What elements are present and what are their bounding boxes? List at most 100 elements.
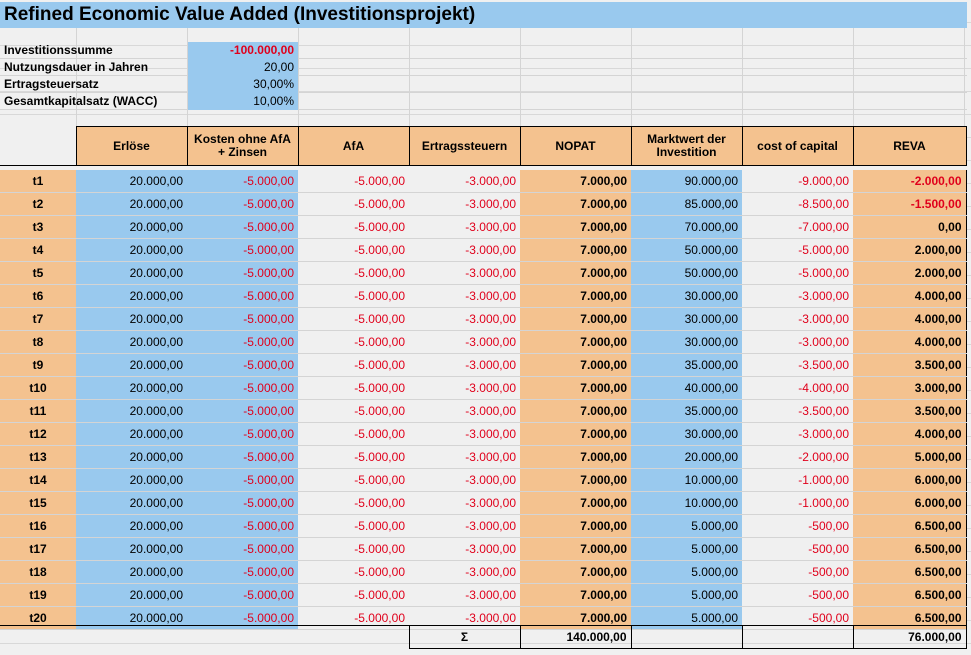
param-value[interactable]: 10,00% — [188, 93, 298, 110]
afa-cell[interactable]: -5.000,00 — [298, 560, 409, 584]
steuern-cell[interactable]: -3.000,00 — [409, 583, 520, 607]
marktwert-cell[interactable]: 5.000,00 — [631, 537, 742, 561]
erloese-cell[interactable]: 20.000,00 — [76, 583, 187, 607]
afa-cell[interactable]: -5.000,00 — [298, 284, 409, 308]
erloese-cell[interactable]: 20.000,00 — [76, 514, 187, 538]
nopat-cell[interactable]: 7.000,00 — [520, 399, 631, 423]
afa-cell[interactable]: -5.000,00 — [298, 238, 409, 262]
kosten-cell[interactable]: -5.000,00 — [187, 583, 298, 607]
steuern-cell[interactable]: -3.000,00 — [409, 215, 520, 239]
param-label[interactable]: Ertragsteuersatz — [4, 77, 99, 91]
marktwert-cell[interactable]: 5.000,00 — [631, 583, 742, 607]
erloese-cell[interactable]: 20.000,00 — [76, 215, 187, 239]
kosten-cell[interactable]: -5.000,00 — [187, 238, 298, 262]
afa-cell[interactable]: -5.000,00 — [298, 468, 409, 492]
steuern-cell[interactable]: -3.000,00 — [409, 307, 520, 331]
period-cell[interactable]: t5 — [0, 261, 76, 285]
kosten-cell[interactable]: -5.000,00 — [187, 330, 298, 354]
period-cell[interactable]: t14 — [0, 468, 76, 492]
steuern-cell[interactable]: -3.000,00 — [409, 192, 520, 216]
steuern-cell[interactable]: -3.000,00 — [409, 491, 520, 515]
reva-cell[interactable]: 6.500,00 — [853, 560, 967, 584]
marktwert-cell[interactable]: 40.000,00 — [631, 376, 742, 400]
afa-cell[interactable]: -5.000,00 — [298, 261, 409, 285]
coc-cell[interactable]: -1.000,00 — [742, 491, 853, 515]
erloese-cell[interactable]: 20.000,00 — [76, 307, 187, 331]
reva-cell[interactable]: 4.000,00 — [853, 330, 967, 354]
empty-cell[interactable] — [76, 625, 187, 649]
coc-cell[interactable]: -500,00 — [742, 606, 853, 630]
period-cell[interactable]: t17 — [0, 537, 76, 561]
coc-cell[interactable]: -3.000,00 — [742, 307, 853, 331]
reva-cell[interactable]: 3.500,00 — [853, 399, 967, 423]
period-cell[interactable]: t12 — [0, 422, 76, 446]
empty-cell[interactable] — [0, 625, 76, 649]
reva-cell[interactable]: 3.000,00 — [853, 376, 967, 400]
afa-cell[interactable]: -5.000,00 — [298, 376, 409, 400]
kosten-cell[interactable]: -5.000,00 — [187, 261, 298, 285]
nopat-cell[interactable]: 7.000,00 — [520, 445, 631, 469]
erloese-cell[interactable]: 20.000,00 — [76, 399, 187, 423]
nopat-cell[interactable]: 7.000,00 — [520, 330, 631, 354]
erloese-cell[interactable]: 20.000,00 — [76, 468, 187, 492]
kosten-cell[interactable]: -5.000,00 — [187, 353, 298, 377]
kosten-cell[interactable]: -5.000,00 — [187, 376, 298, 400]
reva-cell[interactable]: 2.000,00 — [853, 238, 967, 262]
kosten-cell[interactable]: -5.000,00 — [187, 215, 298, 239]
param-value[interactable]: 30,00% — [188, 76, 298, 93]
steuern-cell[interactable]: -3.000,00 — [409, 376, 520, 400]
period-cell[interactable]: t7 — [0, 307, 76, 331]
afa-cell[interactable]: -5.000,00 — [298, 606, 409, 630]
afa-cell[interactable]: -5.000,00 — [298, 353, 409, 377]
nopat-cell[interactable]: 7.000,00 — [520, 376, 631, 400]
erloese-cell[interactable]: 20.000,00 — [76, 353, 187, 377]
erloese-cell[interactable]: 20.000,00 — [76, 284, 187, 308]
empty-cell[interactable] — [298, 625, 409, 649]
erloese-cell[interactable]: 20.000,00 — [76, 606, 187, 630]
nopat-cell[interactable]: 7.000,00 — [520, 422, 631, 446]
nopat-cell[interactable]: 7.000,00 — [520, 192, 631, 216]
afa-cell[interactable]: -5.000,00 — [298, 583, 409, 607]
kosten-cell[interactable]: -5.000,00 — [187, 491, 298, 515]
marktwert-cell[interactable]: 5.000,00 — [631, 560, 742, 584]
coc-cell[interactable]: -1.000,00 — [742, 468, 853, 492]
coc-cell[interactable]: -4.000,00 — [742, 376, 853, 400]
nopat-cell[interactable]: 7.000,00 — [520, 537, 631, 561]
param-label[interactable]: Gesamtkapitalsatz (WACC) — [4, 94, 158, 108]
steuern-cell[interactable]: -3.000,00 — [409, 353, 520, 377]
reva-cell[interactable]: 4.000,00 — [853, 284, 967, 308]
nopat-cell[interactable]: 7.000,00 — [520, 606, 631, 630]
steuern-cell[interactable]: -3.000,00 — [409, 399, 520, 423]
coc-cell[interactable]: -3.000,00 — [742, 284, 853, 308]
steuern-cell[interactable]: -3.000,00 — [409, 606, 520, 630]
kosten-cell[interactable]: -5.000,00 — [187, 399, 298, 423]
nopat-cell[interactable]: 7.000,00 — [520, 353, 631, 377]
marktwert-cell[interactable]: 5.000,00 — [631, 514, 742, 538]
steuern-cell[interactable]: -3.000,00 — [409, 284, 520, 308]
marktwert-cell[interactable]: 10.000,00 — [631, 468, 742, 492]
reva-cell[interactable]: 2.000,00 — [853, 261, 967, 285]
marktwert-cell[interactable]: 35.000,00 — [631, 399, 742, 423]
coc-cell[interactable]: -500,00 — [742, 537, 853, 561]
kosten-cell[interactable]: -5.000,00 — [187, 606, 298, 630]
coc-cell[interactable]: -3.000,00 — [742, 330, 853, 354]
marktwert-cell[interactable]: 5.000,00 — [631, 606, 742, 630]
nopat-cell[interactable]: 7.000,00 — [520, 307, 631, 331]
afa-cell[interactable]: -5.000,00 — [298, 330, 409, 354]
reva-cell[interactable]: 6.500,00 — [853, 514, 967, 538]
period-cell[interactable]: t16 — [0, 514, 76, 538]
erloese-cell[interactable]: 20.000,00 — [76, 376, 187, 400]
nopat-cell[interactable]: 7.000,00 — [520, 169, 631, 193]
steuern-cell[interactable]: -3.000,00 — [409, 422, 520, 446]
coc-cell[interactable]: -7.000,00 — [742, 215, 853, 239]
steuern-cell[interactable]: -3.000,00 — [409, 468, 520, 492]
coc-cell[interactable]: -500,00 — [742, 583, 853, 607]
erloese-cell[interactable]: 20.000,00 — [76, 169, 187, 193]
period-cell[interactable]: t4 — [0, 238, 76, 262]
period-cell[interactable]: t10 — [0, 376, 76, 400]
period-cell[interactable]: t3 — [0, 215, 76, 239]
steuern-cell[interactable]: -3.000,00 — [409, 514, 520, 538]
param-value[interactable]: -100.000,00 — [188, 42, 298, 59]
steuern-cell[interactable]: -3.000,00 — [409, 261, 520, 285]
empty-cell[interactable] — [630, 625, 743, 649]
